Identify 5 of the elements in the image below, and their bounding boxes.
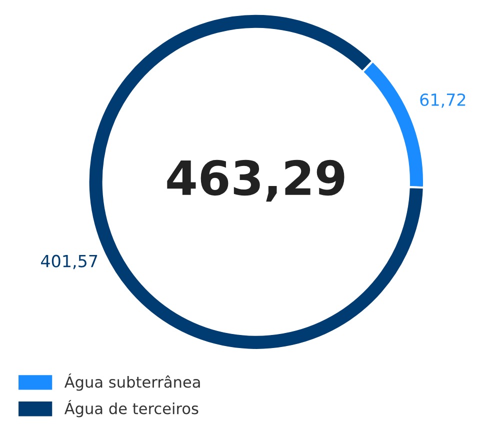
text: 463,29 (167, 160, 344, 202)
data-label: 61,72 (420, 93, 466, 108)
legend-label: Água subterrânea (64, 373, 200, 391)
data-label: 401,57 (41, 254, 98, 270)
legend-label: Água de terceiros (64, 400, 198, 418)
